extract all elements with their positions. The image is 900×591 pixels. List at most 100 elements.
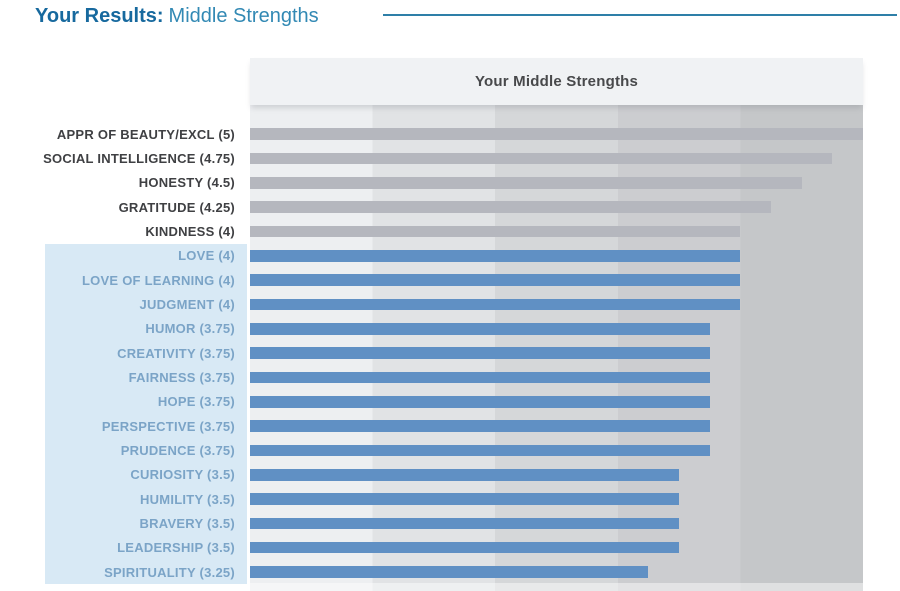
strength-bar (250, 444, 710, 457)
category-label: LOVE (4) (178, 248, 235, 264)
strength-bar (250, 347, 710, 359)
category-label-cell: LOVE (4) (0, 243, 247, 269)
strength-bar (250, 517, 680, 530)
category-label-cell: GRATITUDE (4.25) (0, 195, 247, 219)
chart-row: CURIOSITY (3.5) (0, 462, 863, 488)
chart-row: HUMILITY (3.5) (0, 486, 863, 512)
category-label: LOVE OF LEARNING (4) (81, 272, 235, 288)
category-label-cell: LOVE OF LEARNING (4) (0, 267, 247, 293)
title-underline (383, 14, 897, 16)
strength-bar (250, 469, 680, 481)
category-label-cell: HOPE (3.75) (0, 389, 247, 415)
strength-bar (250, 201, 772, 213)
strength-bar (250, 371, 710, 384)
category-label-cell: CURIOSITY (3.5) (0, 462, 247, 488)
strength-bar (250, 298, 741, 311)
bar-track (250, 195, 863, 219)
page-title: Your Results: Middle Strengths (35, 3, 319, 29)
chart-row: JUDGMENT (4) (0, 292, 863, 317)
chart-rows: APPR OF BEAUTY/EXCL (5) SOCIAL INTELLIGEN… (0, 122, 863, 585)
chart-row: LOVE (4) (0, 243, 863, 269)
strength-bar (250, 250, 741, 262)
category-label: GRATITUDE (4.25) (118, 199, 235, 215)
category-label-cell: APPR OF BEAUTY/EXCL (5) (0, 122, 247, 146)
category-label-cell: FAIRNESS (3.75) (0, 365, 247, 390)
bar-track (250, 146, 863, 170)
bar-track (250, 487, 863, 511)
strength-bar (250, 323, 710, 335)
category-label: APPR OF BEAUTY/EXCL (5) (56, 126, 235, 142)
category-label: KINDNESS (4) (145, 223, 235, 239)
strength-bar (250, 420, 710, 432)
category-label-cell: HUMOR (3.75) (0, 316, 247, 342)
strength-bar (250, 274, 741, 286)
category-label-cell: CREATIVITY (3.75) (0, 340, 247, 366)
chart-row: PERSPECTIVE (3.75) (0, 413, 863, 439)
bar-track (250, 341, 863, 365)
strength-bar (250, 566, 649, 578)
bar-track (250, 511, 863, 535)
category-label-cell: SOCIAL INTELLIGENCE (4.75) (0, 146, 247, 170)
strength-bar (250, 128, 863, 140)
category-label-cell: JUDGMENT (4) (0, 292, 247, 317)
chart-row: APPR OF BEAUTY/EXCL (5) (0, 122, 863, 146)
category-label: CURIOSITY (3.5) (130, 467, 235, 483)
chart-row: KINDNESS (4) (0, 219, 863, 243)
chart-row: HOPE (3.75) (0, 389, 863, 415)
category-label-cell: LEADERSHIP (3.5) (0, 535, 247, 561)
bar-track (250, 438, 863, 462)
bar-track (250, 463, 863, 487)
chart-row: GRATITUDE (4.25) (0, 195, 863, 219)
bar-track (250, 171, 863, 195)
bar-track (250, 560, 863, 584)
chart-row: HUMOR (3.75) (0, 316, 863, 342)
strength-bar (250, 177, 802, 189)
category-label-cell: HONESTY (4.5) (0, 171, 247, 195)
chart-row: BRAVERY (3.5) (0, 511, 863, 536)
chart-row: HONESTY (4.5) (0, 171, 863, 195)
bar-track (250, 365, 863, 389)
category-label: PRUDENCE (3.75) (120, 442, 235, 458)
page-title-bold: Your Results: (35, 5, 164, 27)
category-label: FAIRNESS (3.75) (128, 369, 235, 385)
plot-bottom-fade (250, 583, 863, 591)
strength-bar (250, 493, 680, 505)
category-label: HONESTY (4.5) (138, 175, 235, 191)
bar-track (250, 317, 863, 341)
bar-track (250, 122, 863, 146)
category-label: BRAVERY (3.5) (139, 515, 235, 531)
category-label: HOPE (3.75) (157, 394, 235, 410)
category-label: SOCIAL INTELLIGENCE (4.75) (43, 150, 235, 166)
strength-bar (250, 152, 833, 165)
strength-bar (250, 396, 710, 408)
category-label-cell: PRUDENCE (3.75) (0, 438, 247, 463)
chart-title-box: Your Middle Strengths (250, 58, 863, 105)
chart-row: SPIRITUALITY (3.25) (0, 559, 863, 585)
chart-row: LOVE OF LEARNING (4) (0, 267, 863, 293)
strength-bar (250, 225, 741, 238)
category-label: JUDGMENT (4) (139, 296, 235, 312)
bar-track (250, 414, 863, 438)
bar-track (250, 536, 863, 560)
chart-row: PRUDENCE (3.75) (0, 438, 863, 463)
chart-row: LEADERSHIP (3.5) (0, 535, 863, 561)
category-label: CREATIVITY (3.75) (117, 345, 235, 361)
bar-track (250, 268, 863, 292)
category-label: SPIRITUALITY (3.25) (104, 564, 235, 580)
bar-track (250, 390, 863, 414)
category-label: PERSPECTIVE (3.75) (101, 418, 235, 434)
chart-row: SOCIAL INTELLIGENCE (4.75) (0, 146, 863, 170)
chart-row: FAIRNESS (3.75) (0, 365, 863, 390)
chart-row: CREATIVITY (3.75) (0, 340, 863, 366)
chart-title: Your Middle Strengths (474, 73, 639, 90)
category-label: HUMILITY (3.5) (140, 491, 235, 507)
page-title-light: Middle Strengths (168, 5, 319, 27)
category-label: LEADERSHIP (3.5) (117, 540, 235, 556)
category-label-cell: KINDNESS (4) (0, 219, 247, 243)
category-label-cell: SPIRITUALITY (3.25) (0, 559, 247, 585)
category-label-cell: PERSPECTIVE (3.75) (0, 413, 247, 439)
strength-bar (250, 541, 680, 554)
bar-track (250, 244, 863, 268)
category-label-cell: HUMILITY (3.5) (0, 486, 247, 512)
